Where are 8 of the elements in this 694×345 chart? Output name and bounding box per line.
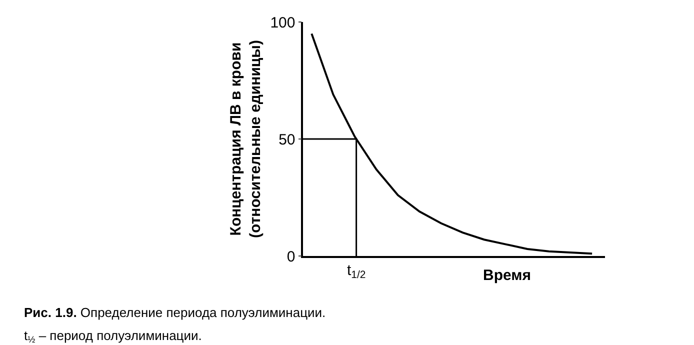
text: t$_{½}$ – период полуэлиминации. (24, 328, 202, 345)
x-axis-title: Время (483, 267, 531, 284)
y-tick-label: 0 (286, 248, 296, 266)
text: Рис. 1.9. Определение периода полуэлиминации. (24, 305, 326, 320)
text: t$_{1/2}$ (347, 262, 366, 282)
y-tick-label: 50 (278, 131, 296, 148)
y-axis-title: Концентрация ЛВ в крови (относительные единицы) (227, 40, 264, 238)
y-tick-label: 100 (270, 14, 296, 32)
